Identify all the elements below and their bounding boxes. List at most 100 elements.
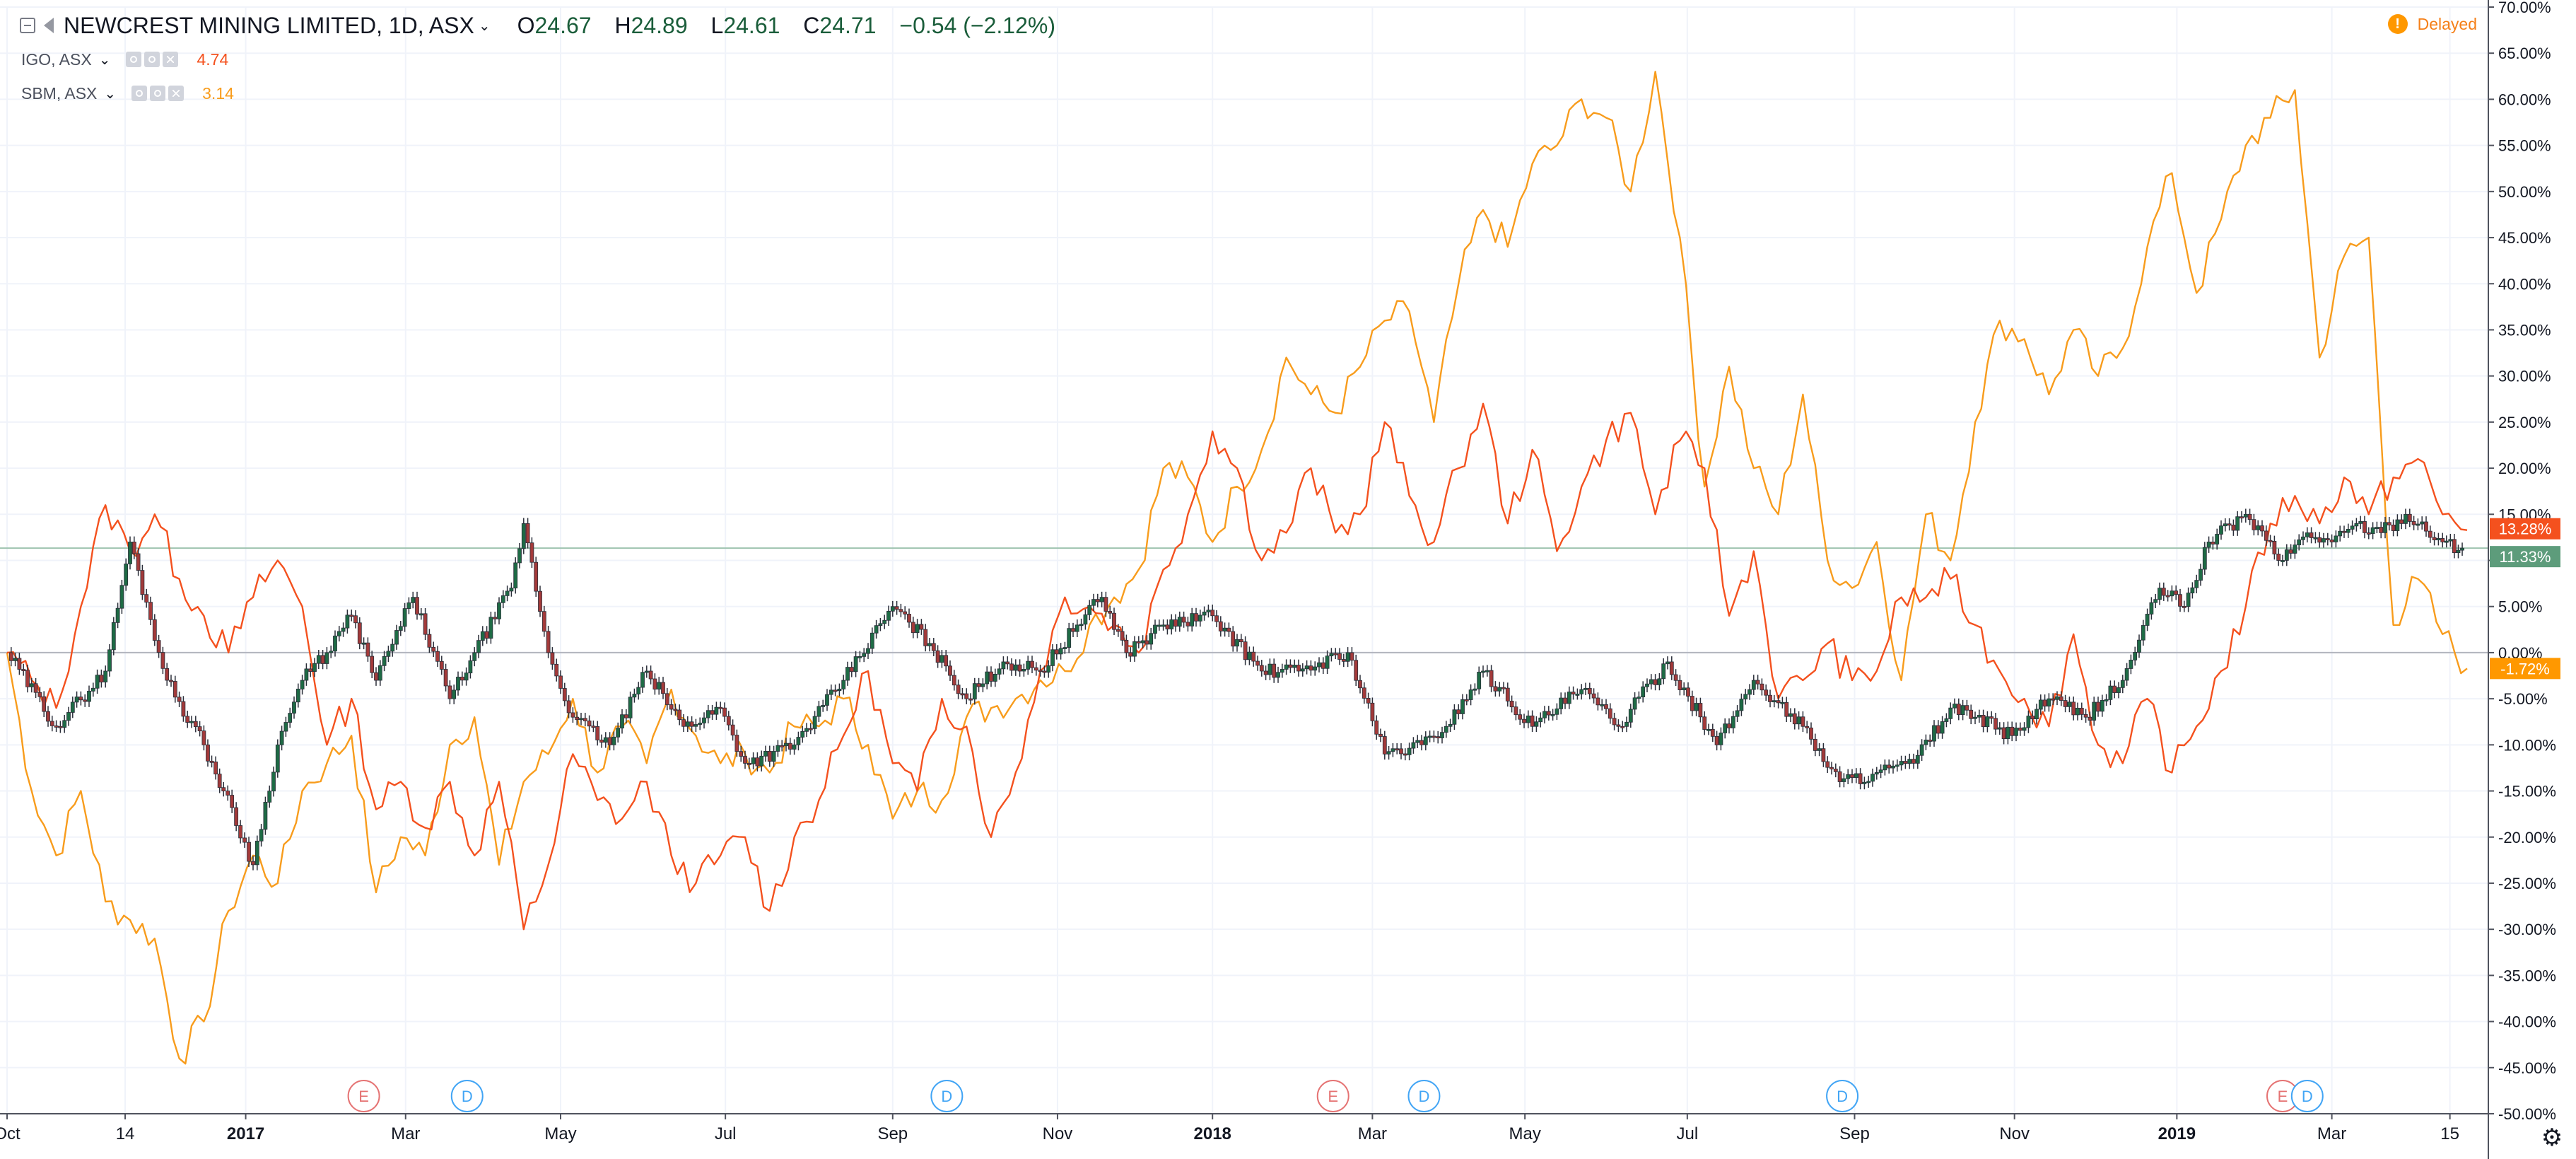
candle-body <box>288 713 293 723</box>
candle-body <box>907 614 911 623</box>
candle-body <box>1255 660 1260 666</box>
last-value-badge <box>2490 658 2560 680</box>
chevron-down-icon[interactable]: ⌄ <box>98 52 111 68</box>
candle-body <box>1038 670 1043 672</box>
candle-body <box>541 611 546 632</box>
flag-icon[interactable] <box>44 18 54 33</box>
candle-body <box>997 668 1002 675</box>
settings-icon[interactable] <box>150 86 166 101</box>
candle-body <box>2059 696 2063 701</box>
candle-body <box>2404 513 2408 524</box>
candle-body <box>1854 773 1858 779</box>
candle-body <box>2452 539 2457 554</box>
price-axis[interactable]: 70.00% 65.00% 60.00% 55.00% 50.00% 45.00% 40.0… <box>2488 0 2556 1159</box>
candle-body <box>792 744 797 750</box>
candle-body <box>209 760 214 763</box>
candle-body <box>1165 624 1170 629</box>
candle-body <box>1628 709 1633 723</box>
candle-body <box>33 683 38 693</box>
candle-body <box>1321 662 1325 669</box>
candle-body <box>878 623 883 627</box>
candle-body <box>1690 696 1694 711</box>
candle-body <box>718 706 723 709</box>
candle-body <box>1329 653 1334 657</box>
candle-body <box>493 617 498 619</box>
candle-body <box>1878 769 1883 773</box>
candle-body <box>1546 711 1551 716</box>
time-tick-label: 15 <box>2440 1124 2459 1143</box>
collapse-legend-icon[interactable] <box>20 18 35 33</box>
chevron-down-icon[interactable]: ⌄ <box>478 18 491 34</box>
hide-icon[interactable] <box>126 52 142 67</box>
candle-body <box>1731 716 1735 728</box>
candle-body <box>2276 554 2281 561</box>
candle-body <box>1317 662 1321 668</box>
candle-body <box>1456 709 1461 714</box>
time-tick-label: May <box>544 1124 576 1143</box>
delayed-status[interactable]: ! Delayed <box>2387 14 2477 34</box>
candle-body <box>2117 687 2121 693</box>
candle-body <box>1017 664 1022 672</box>
candle-body <box>1058 648 1063 655</box>
candle-body <box>1345 652 1350 662</box>
candle-body <box>2305 532 2309 537</box>
candle-body <box>2231 525 2236 531</box>
candle-body <box>201 730 206 745</box>
candle-body <box>2272 541 2277 554</box>
candle-body <box>497 602 501 619</box>
candle-body <box>242 837 247 843</box>
candle-body <box>1953 704 1957 709</box>
compare-legend-igo[interactable]: IGO, ASX ⌄ 4.74 <box>7 42 1064 76</box>
price-tick-label: -45.00% <box>2498 1059 2556 1077</box>
main-symbol-title[interactable]: NEWCREST MINING LIMITED, 1D, ASX <box>64 12 474 38</box>
candle-body <box>800 730 805 738</box>
candle-body <box>1907 759 1912 764</box>
candle-body <box>1448 723 1453 727</box>
candle-body <box>70 701 75 713</box>
candle-body <box>1780 701 1785 704</box>
remove-icon[interactable] <box>168 86 185 101</box>
candle-body <box>628 697 633 718</box>
compare-legend-sbm[interactable]: SBM, ASX ⌄ 3.14 <box>7 76 1064 110</box>
candle-body <box>1747 689 1752 695</box>
candle-body <box>1944 718 1949 722</box>
candle-body <box>136 553 141 571</box>
gear-icon[interactable]: ⚙ <box>2541 1124 2563 1151</box>
candle-body <box>37 692 42 697</box>
candle-body <box>681 719 686 727</box>
hide-icon[interactable] <box>131 86 148 101</box>
candle-body <box>927 643 932 646</box>
remove-icon[interactable] <box>163 52 179 67</box>
candle-body <box>308 668 313 672</box>
candle-body <box>349 615 354 617</box>
candle-body <box>1534 721 1539 727</box>
candle-body <box>1723 723 1728 733</box>
event-marker-label: D <box>462 1088 473 1105</box>
candle-body <box>1768 694 1772 702</box>
candle-body <box>1292 665 1297 668</box>
candle-body <box>1719 733 1723 745</box>
candle-body <box>841 680 846 689</box>
candle-body <box>1772 700 1776 703</box>
chevron-down-icon[interactable]: ⌄ <box>104 86 117 102</box>
candle-body <box>1686 687 1690 697</box>
candle-body <box>1144 640 1149 645</box>
main-series-legend[interactable]: NEWCREST MINING LIMITED, 1D, ASX ⌄ O24.6… <box>7 8 1064 42</box>
candle-body <box>1464 699 1469 701</box>
compare-symbol-name[interactable]: SBM, ASX <box>21 83 98 103</box>
time-axis[interactable]: Oct 14 2017 Mar May Jul Sep Nov 2018 Mar May Jul Sep… <box>0 1113 2488 1143</box>
settings-icon[interactable] <box>144 52 160 67</box>
candle-body <box>333 635 337 652</box>
compare-symbol-name[interactable]: IGO, ASX <box>21 49 92 69</box>
candle-body <box>1969 709 1974 719</box>
candle-body <box>759 755 764 767</box>
candle-body <box>1702 716 1707 730</box>
candle-body <box>505 590 510 596</box>
time-tick-label: Nov <box>1999 1124 2030 1143</box>
candle-body <box>234 807 239 826</box>
candle-body <box>976 683 981 687</box>
candle-body <box>42 696 47 712</box>
candle-body <box>1542 711 1547 718</box>
price-tick-label: 65.00% <box>2498 45 2551 62</box>
